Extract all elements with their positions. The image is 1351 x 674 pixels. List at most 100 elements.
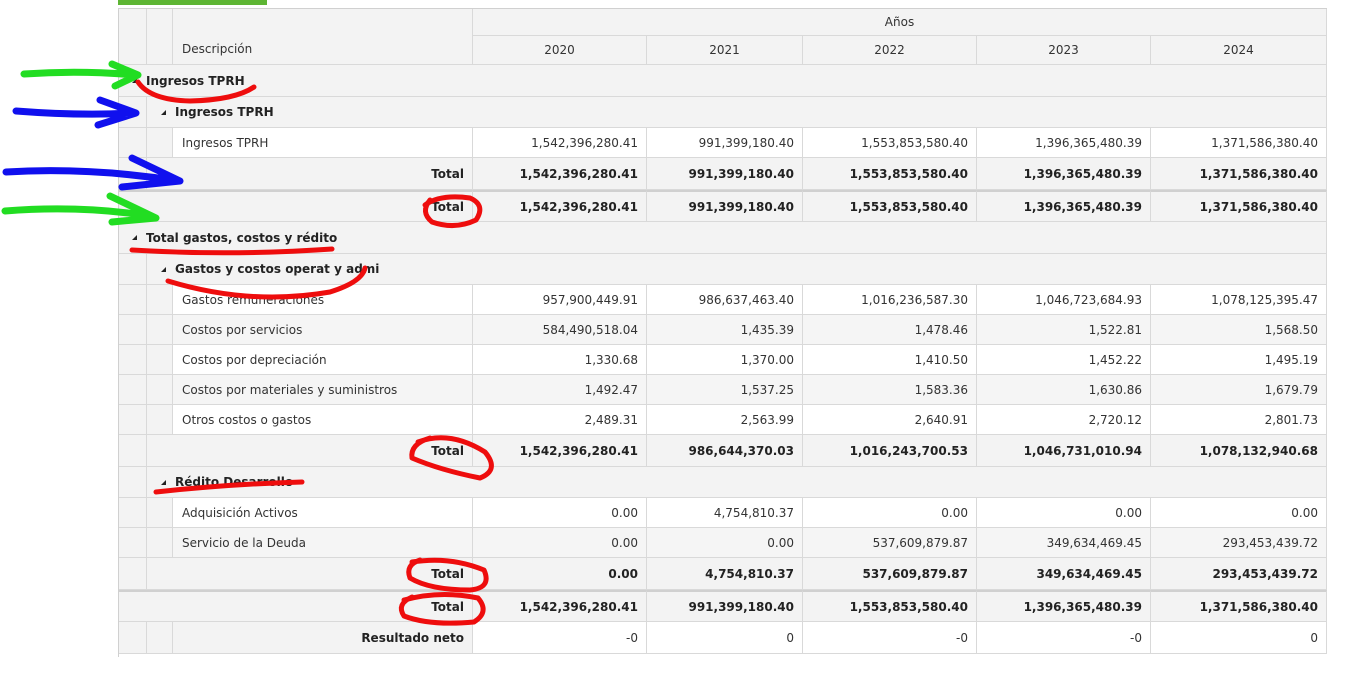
value-cell-text: 991,399,180.40 — [688, 599, 794, 614]
value-cell: 2,563.99 — [647, 405, 803, 435]
value-cell: 1,553,853,580.40 — [803, 128, 977, 158]
value-cell-text: 1,078,132,940.68 — [1199, 443, 1318, 458]
value-cell: -0 — [977, 622, 1151, 654]
value-cell-text: 1,568.50 — [1264, 322, 1318, 337]
value-cell-text: 584,490,518.04 — [542, 322, 638, 337]
value-cell: 0.00 — [473, 528, 647, 558]
value-cell-text: -0 — [956, 630, 968, 645]
value-cell-text: 0.00 — [611, 535, 638, 550]
value-cell: 349,634,469.45 — [977, 558, 1151, 590]
value-cell-text: 293,453,439.72 — [1222, 535, 1318, 550]
corner-cell — [118, 8, 147, 65]
year-header-text: 2020 — [544, 43, 575, 57]
header-group-cell: Años — [473, 8, 1327, 36]
value-cell: 2,489.31 — [473, 405, 647, 435]
expand-icon[interactable] — [161, 109, 166, 115]
value-cell-text: 0.00 — [941, 505, 968, 520]
value-cell: 986,637,463.40 — [647, 285, 803, 315]
value-cell: 1,542,396,280.41 — [473, 128, 647, 158]
value-cell: 4,754,810.37 — [647, 558, 803, 590]
indent-cell — [118, 467, 147, 498]
value-cell: 1,452.22 — [977, 345, 1151, 375]
value-cell: 1,553,853,580.40 — [803, 158, 977, 190]
value-cell-text: 1,330.68 — [584, 352, 638, 367]
section-row[interactable]: Ingresos TPRH — [118, 65, 1327, 97]
value-cell: 991,399,180.40 — [647, 590, 803, 622]
value-cell-text: 1,583.36 — [914, 382, 968, 397]
value-cell-text: 1,553,853,580.40 — [861, 135, 968, 150]
value-cell: 1,679.79 — [1151, 375, 1327, 405]
value-cell: 1,016,236,587.30 — [803, 285, 977, 315]
value-cell: 1,542,396,280.41 — [473, 435, 647, 467]
value-cell: 1,492.47 — [473, 375, 647, 405]
value-cell: 1,553,853,580.40 — [803, 190, 977, 222]
row-label: Servicio de la Deuda — [173, 528, 473, 558]
year-header-text: 2021 — [709, 43, 740, 57]
value-cell: 1,046,731,010.94 — [977, 435, 1151, 467]
value-cell: 1,371,586,380.40 — [1151, 158, 1327, 190]
indent-cell — [118, 558, 147, 590]
value-cell-text: 2,640.91 — [914, 412, 968, 427]
year-header-text: 2022 — [874, 43, 905, 57]
value-cell: 1,478.46 — [803, 315, 977, 345]
indent-cell — [147, 375, 173, 405]
value-cell-text: 1,492.47 — [584, 382, 638, 397]
value-cell-text: 1,396,365,480.39 — [1023, 199, 1142, 214]
value-cell-text: 986,637,463.40 — [698, 292, 794, 307]
value-cell: 0 — [647, 622, 803, 654]
indent-cell — [118, 528, 147, 558]
indent-cell — [118, 285, 147, 315]
expand-icon[interactable] — [132, 235, 137, 240]
value-cell: 1,396,365,480.39 — [977, 158, 1151, 190]
table-frame — [118, 8, 1327, 657]
indent-cell — [147, 498, 173, 528]
value-cell: -0 — [803, 622, 977, 654]
value-cell: 1,495.19 — [1151, 345, 1327, 375]
value-cell: 0.00 — [473, 498, 647, 528]
value-cell-text: 537,609,879.87 — [862, 566, 968, 581]
value-cell-text: 1,046,731,010.94 — [1023, 443, 1142, 458]
year-header: 2024 — [1151, 36, 1327, 65]
indent-cell — [118, 345, 147, 375]
row-label: Costos por materiales y suministros — [173, 375, 473, 405]
value-cell-text: 4,754,810.37 — [713, 505, 794, 520]
subsection-row[interactable]: Ingresos TPRH — [147, 97, 1327, 128]
value-cell-text: 349,634,469.45 — [1046, 535, 1142, 550]
value-cell: 1,078,132,940.68 — [1151, 435, 1327, 467]
value-cell: 1,370.00 — [647, 345, 803, 375]
value-cell: 1,396,365,480.39 — [977, 128, 1151, 158]
value-cell-text: 1,435.39 — [740, 322, 794, 337]
indent-cell — [147, 405, 173, 435]
value-cell: 4,754,810.37 — [647, 498, 803, 528]
year-header-text: 2024 — [1223, 43, 1254, 57]
row-label: Otros costos o gastos — [173, 405, 473, 435]
value-cell-text: 1,522.81 — [1088, 322, 1142, 337]
value-cell: 1,330.68 — [473, 345, 647, 375]
value-cell: 957,900,449.91 — [473, 285, 647, 315]
value-cell: 1,078,125,395.47 — [1151, 285, 1327, 315]
value-cell-text: 1,553,853,580.40 — [849, 199, 968, 214]
expand-icon[interactable] — [161, 266, 166, 272]
value-cell-text: 1,016,236,587.30 — [861, 292, 968, 307]
value-cell-text: 349,634,469.45 — [1036, 566, 1142, 581]
tab-indicator — [118, 0, 267, 5]
indent-cell — [147, 622, 173, 654]
value-cell: 293,453,439.72 — [1151, 528, 1327, 558]
value-cell: 1,371,586,380.40 — [1151, 190, 1327, 222]
value-cell-text: 1,396,365,480.39 — [1035, 135, 1142, 150]
indent-cell — [147, 345, 173, 375]
value-cell: 0.00 — [1151, 498, 1327, 528]
row-label: Adquisición Activos — [173, 498, 473, 528]
value-cell-text: 986,644,370.03 — [688, 443, 794, 458]
header-cell: Descripción — [173, 8, 473, 65]
value-cell-text: 0.00 — [1291, 505, 1318, 520]
row-label-text: Costos por depreciación — [182, 352, 327, 367]
value-cell: 1,522.81 — [977, 315, 1151, 345]
value-cell-text: 1,542,396,280.41 — [531, 135, 638, 150]
value-cell-text: 1,371,586,380.40 — [1199, 166, 1318, 181]
indent-cell — [147, 315, 173, 345]
value-cell: 1,396,365,480.39 — [977, 190, 1151, 222]
value-cell: 991,399,180.40 — [647, 190, 803, 222]
value-cell-text: 1,542,396,280.41 — [519, 599, 638, 614]
value-cell-text: 1,396,365,480.39 — [1023, 599, 1142, 614]
